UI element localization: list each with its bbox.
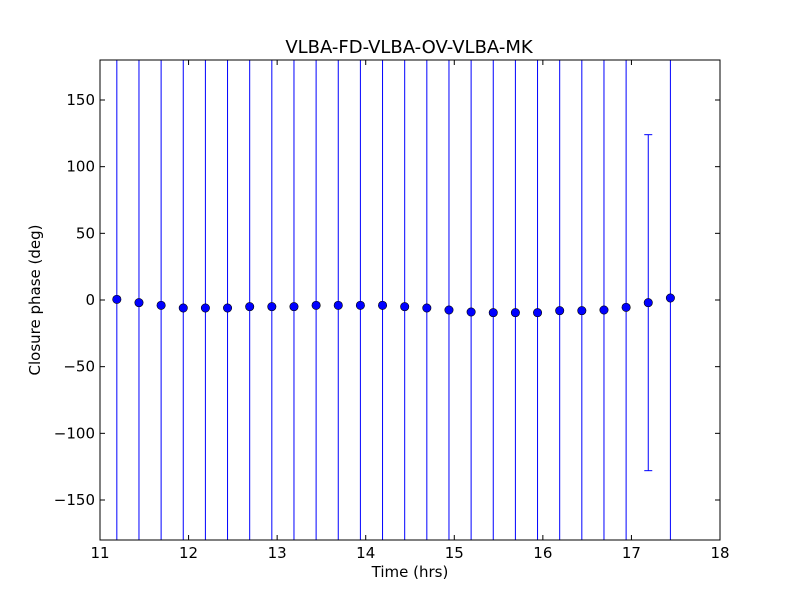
x-tick-label: 11: [90, 544, 109, 562]
data-point: [400, 302, 410, 312]
data-point: [289, 302, 299, 312]
data-point: [245, 302, 255, 312]
x-tick-label: 18: [710, 544, 729, 562]
data-point: [200, 303, 210, 313]
y-tick-label: −100: [54, 424, 95, 442]
data-point: [178, 303, 188, 313]
y-tick-label: 0: [85, 291, 95, 309]
data-point: [134, 298, 144, 308]
data-point: [510, 308, 520, 318]
data-point: [223, 303, 233, 313]
data-point: [156, 300, 166, 310]
x-axis: 11 12 13 14 15 16 17 18: [90, 60, 730, 562]
data-point: [577, 306, 587, 316]
y-axis-label: Closure phase (deg): [26, 225, 44, 376]
x-tick-label: 13: [268, 544, 287, 562]
y-tick-label: 50: [76, 224, 95, 242]
data-point: [112, 294, 122, 304]
data-point: [643, 298, 653, 308]
data-point: [621, 302, 631, 312]
data-point: [599, 305, 609, 315]
data-point: [488, 308, 498, 318]
data-point: [444, 305, 454, 315]
y-axis: 150 100 50 0 −50 −100 −150: [54, 91, 720, 509]
data-point: [355, 300, 365, 310]
data-point: [555, 306, 565, 316]
y-tick-label: −50: [63, 358, 95, 376]
x-tick-label: 15: [445, 544, 464, 562]
y-tick-label: 100: [66, 158, 95, 176]
x-tick-label: 16: [533, 544, 552, 562]
data-point: [533, 308, 543, 318]
data-point: [466, 307, 476, 317]
data-point: [333, 300, 343, 310]
data-point: [378, 300, 388, 310]
x-axis-label: Time (hrs): [371, 563, 449, 581]
data-point: [267, 302, 277, 312]
y-tick-label: −150: [54, 491, 95, 509]
point-layer: [112, 293, 675, 318]
x-tick-label: 12: [179, 544, 198, 562]
x-tick-label: 14: [356, 544, 375, 562]
data-point: [665, 293, 675, 303]
y-tick-label: 150: [66, 91, 95, 109]
data-point: [311, 300, 321, 310]
x-tick-label: 17: [622, 544, 641, 562]
chart-title: VLBA-FD-VLBA-OV-VLBA-MK: [285, 37, 534, 58]
data-point: [422, 303, 432, 313]
